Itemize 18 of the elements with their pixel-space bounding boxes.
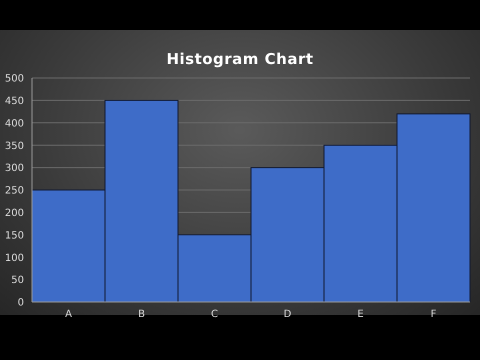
y-tick-label: 150	[4, 230, 24, 242]
x-tick-label: D	[284, 309, 292, 320]
y-tick-label: 0	[18, 298, 24, 309]
y-tick-label: 350	[4, 140, 24, 152]
y-tick-label: 450	[4, 96, 24, 107]
y-tick-label: 200	[4, 208, 24, 219]
y-tick-label: 300	[4, 163, 24, 174]
y-tick-label: 500	[4, 74, 24, 85]
x-tick-label: E	[357, 309, 364, 320]
y-tick-label: 100	[4, 252, 24, 264]
y-tick-label: 250	[4, 186, 24, 197]
x-tick-label: B	[138, 309, 146, 320]
x-tick-label: C	[211, 309, 218, 320]
y-tick-label: 50	[11, 275, 24, 286]
chart-title: Histogram Chart	[165, 50, 315, 68]
x-tick-label: A	[65, 309, 72, 320]
y-tick-label: 400	[4, 118, 24, 130]
x-tick-label: F	[430, 309, 437, 320]
